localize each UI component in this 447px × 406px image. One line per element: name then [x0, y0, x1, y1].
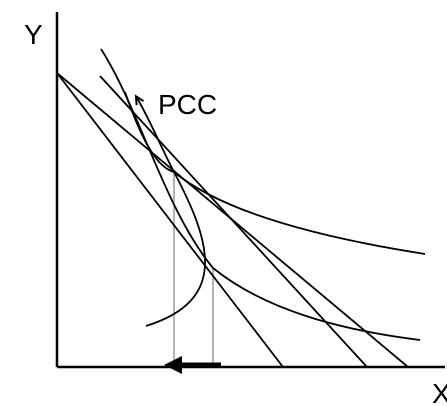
x-axis-label: X: [432, 378, 447, 406]
budget-line-original: [56, 72, 284, 368]
price-consumption-curve: [137, 98, 206, 327]
x-axis-arrow-head: [164, 356, 182, 374]
y-axis-label: Y: [24, 19, 43, 50]
indifference-curve-1: [100, 48, 421, 341]
budget-line-compensated: [99, 75, 368, 368]
pcc-label: PCC: [158, 89, 217, 120]
indifference-curve-2: [124, 91, 426, 255]
